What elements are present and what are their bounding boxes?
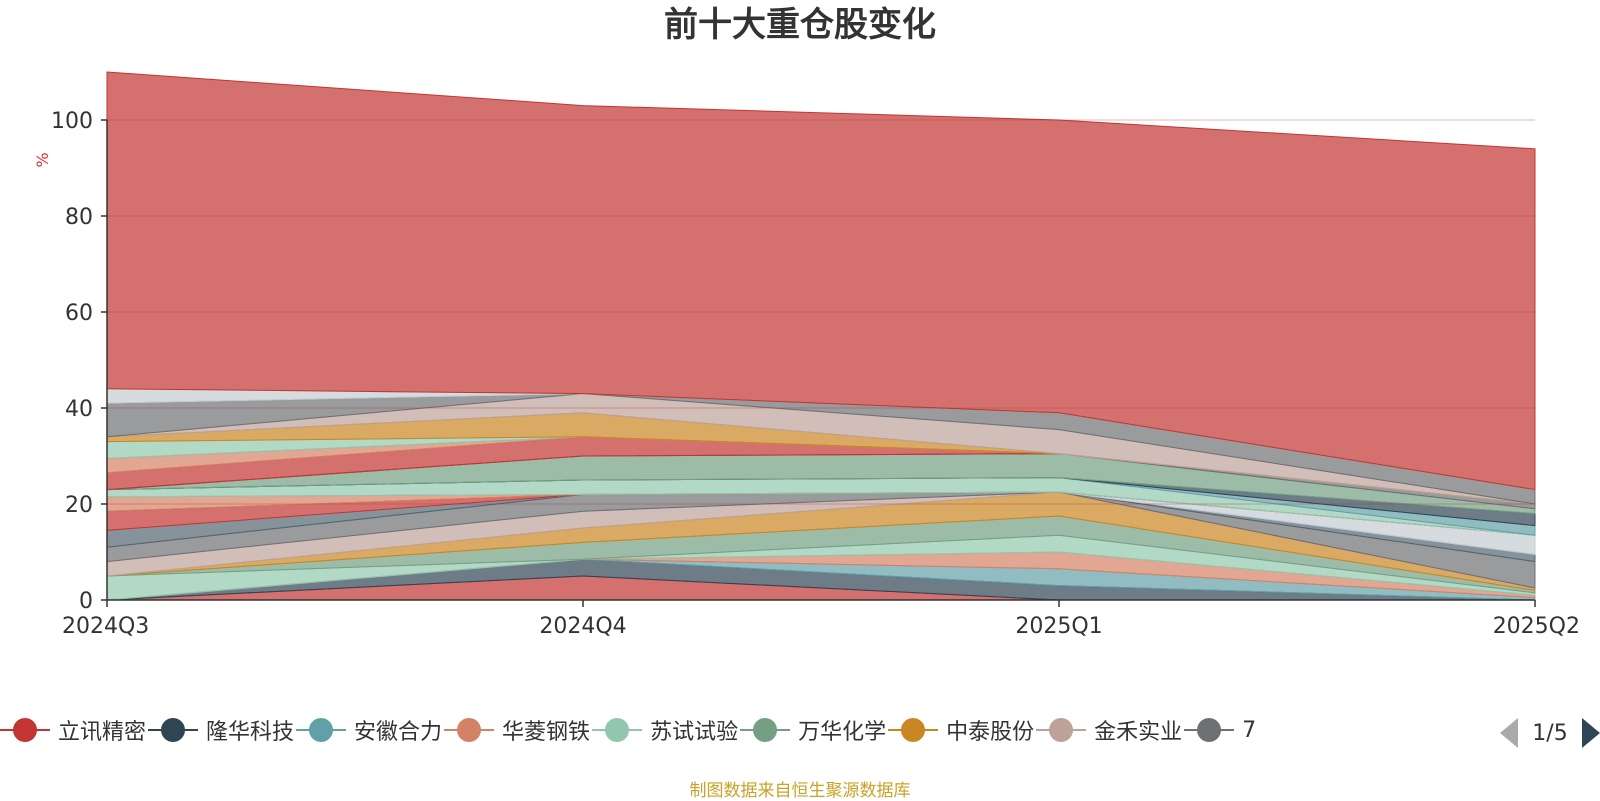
y-tick-label-1: 20: [65, 493, 93, 518]
y-tick-label-0: 0: [79, 589, 93, 614]
legend-label: 中泰股份: [946, 720, 1035, 745]
legend-marker-icon: [296, 717, 347, 743]
legend-label: 安徽合力: [354, 720, 443, 745]
y-axis-label: %: [33, 152, 52, 167]
legend-marker-icon: [444, 717, 495, 743]
legend-item-7[interactable]: 金禾实业: [1036, 710, 1182, 750]
legend: 立讯精密 隆华科技 安徽合力 华菱钢铁 苏试试验 万华化学 中泰股份 金禾实业 7: [0, 710, 1500, 750]
legend-marker-icon: [1184, 717, 1235, 743]
legend-item-0[interactable]: 立讯精密: [0, 710, 146, 750]
legend-item-6[interactable]: 中泰股份: [888, 710, 1034, 750]
legend-marker-icon: [592, 717, 643, 743]
legend-label: 万华化学: [798, 720, 887, 745]
legend-label: 华菱钢铁: [502, 720, 591, 745]
legend-label: 7: [1242, 717, 1257, 743]
legend-marker-icon: [1036, 717, 1087, 743]
legend-marker-icon: [148, 717, 199, 743]
legend-marker-icon: [0, 717, 50, 743]
y-tick-label-5: 100: [51, 109, 93, 134]
legend-item-1[interactable]: 隆华科技: [148, 710, 294, 750]
legend-label: 金禾实业: [1094, 720, 1183, 745]
y-tick-label-4: 80: [65, 205, 93, 230]
grid-lines: [107, 119, 1535, 505]
x-tick-label-3: 2025Q2: [1493, 614, 1580, 639]
legend-item-3[interactable]: 华菱钢铁: [444, 710, 590, 750]
chart-area: 0 20 40 60 80 100 2024Q3 2024Q4 2025Q1 2025Q2 %: [33, 71, 1580, 639]
y-tick-label-2: 40: [65, 397, 93, 422]
legend-label: 立讯精密: [58, 720, 147, 745]
legend-prev-page-icon[interactable]: [1500, 718, 1518, 748]
stacked-areas: [106, 71, 1536, 601]
legend-marker-icon: [888, 717, 939, 743]
area-series-25: [106, 71, 1536, 491]
legend-marker-icon: [740, 717, 791, 743]
y-tick-label-3: 60: [65, 301, 93, 326]
legend-item-5[interactable]: 万华化学: [740, 710, 886, 750]
x-tick-label-2: 2025Q1: [1015, 614, 1102, 639]
x-tick-label-1: 2024Q4: [539, 614, 626, 639]
legend-page-indicator: 1/5: [1532, 720, 1568, 746]
legend-label: 苏试试验: [650, 720, 739, 745]
chart-title: 前十大重仓股变化: [664, 5, 936, 45]
source-note: 制图数据来自恒生聚源数据库: [689, 781, 911, 801]
legend-pager: 1/5: [1500, 715, 1600, 751]
legend-item-2[interactable]: 安徽合力: [296, 710, 442, 750]
axes: 0 20 40 60 80 100 2024Q3 2024Q4 2025Q1 2025Q2: [51, 109, 1580, 639]
x-tick-label-0: 2024Q3: [62, 614, 149, 639]
legend-next-page-icon[interactable]: [1582, 718, 1600, 748]
legend-item-8[interactable]: 7: [1184, 710, 1256, 750]
legend-label: 隆华科技: [206, 720, 295, 745]
legend-item-4[interactable]: 苏试试验: [592, 710, 738, 750]
